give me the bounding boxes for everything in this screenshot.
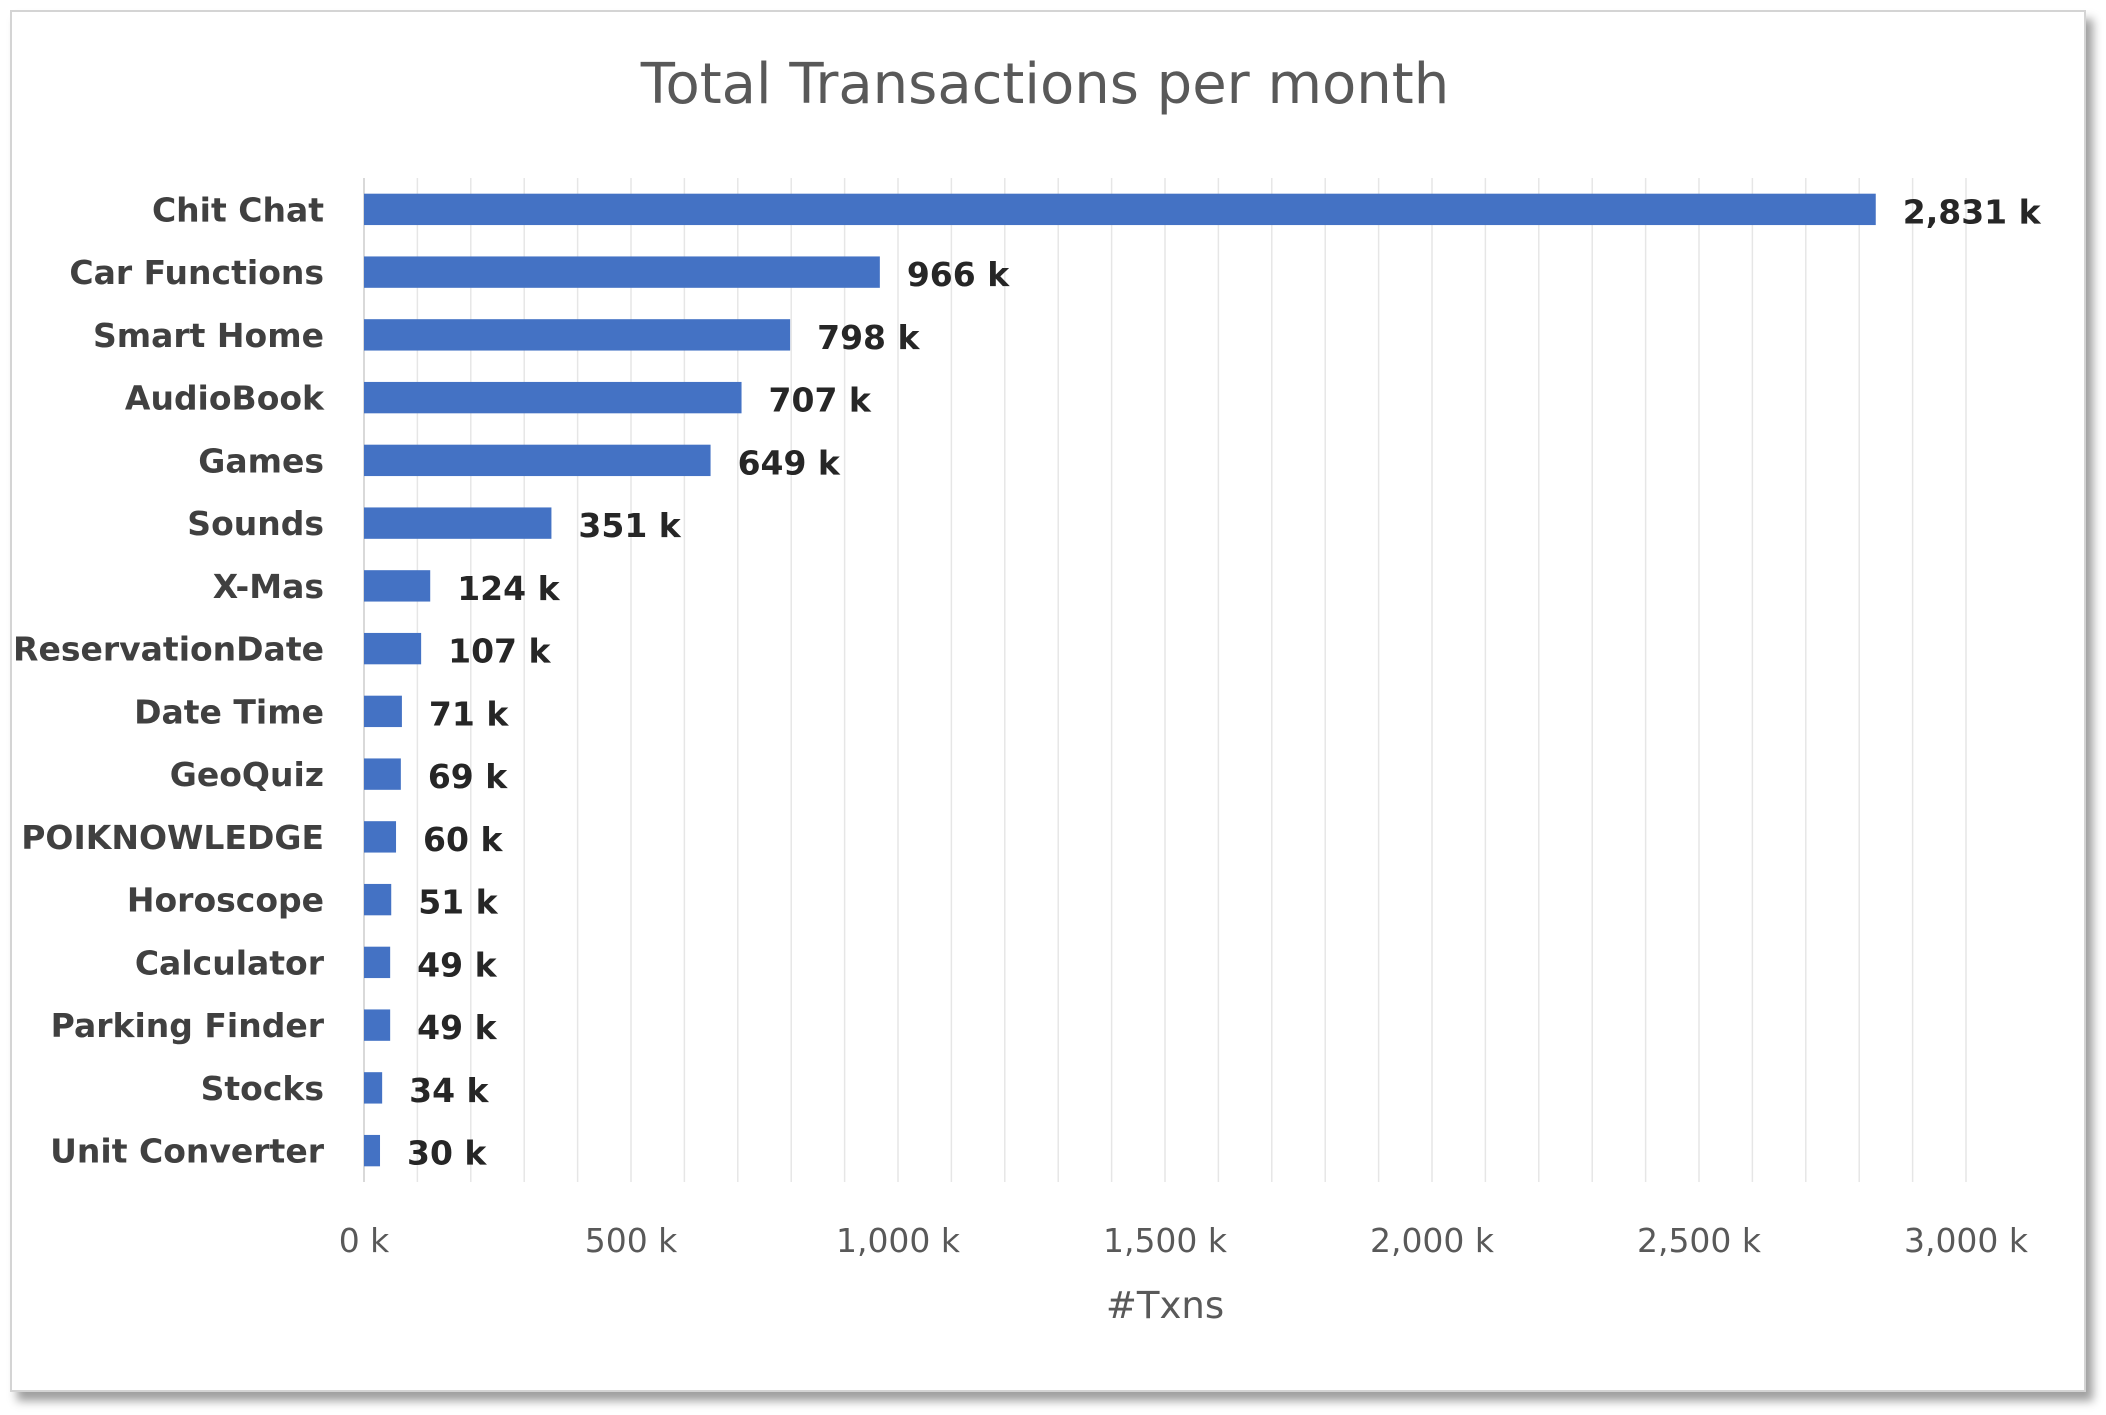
data-label: 69 k [428, 757, 508, 796]
gridlines [363, 178, 1967, 1182]
chart-title: Total Transactions per month [640, 52, 1450, 117]
x-axis-title: #Txns [1106, 1284, 1224, 1327]
category-label: GeoQuiz [170, 755, 324, 794]
data-label: 649 k [738, 443, 841, 482]
data-label: 34 k [409, 1071, 489, 1110]
category-label: Chit Chat [152, 190, 324, 229]
data-label: 71 k [429, 694, 509, 733]
bar [364, 632, 422, 665]
data-label: 2,831 k [1903, 192, 2042, 231]
bar [364, 507, 552, 539]
category-labels: Chit Chat Car Functions Smart Home AudioBoo… [13, 190, 325, 1170]
category-label: AudioBook [125, 379, 325, 418]
x-tick-label: 1,000 k [836, 1221, 961, 1260]
data-label: 351 k [578, 506, 681, 545]
data-label: 49 k [417, 1008, 497, 1047]
category-label: Sounds [187, 504, 324, 543]
bar [364, 256, 880, 288]
data-label: 124 k [457, 569, 560, 608]
chart-frame [10, 10, 2086, 1392]
bar [364, 381, 742, 414]
bar [364, 695, 402, 728]
bar [364, 758, 401, 790]
category-label: Car Functions [69, 253, 324, 292]
category-label: Smart Home [93, 316, 324, 355]
x-tick-label: 1,500 k [1103, 1221, 1228, 1260]
x-tick-label: 2,000 k [1370, 1221, 1495, 1260]
data-label: 707 k [769, 381, 872, 420]
category-label: X-Mas [213, 567, 324, 606]
data-label: 107 k [448, 632, 551, 671]
bar [364, 946, 391, 979]
bar [364, 570, 431, 602]
category-label: Unit Converter [50, 1132, 325, 1171]
bar [364, 444, 711, 477]
category-label: ReservationDate [13, 630, 324, 669]
x-tick-label: 2,500 k [1637, 1221, 1762, 1260]
category-label: Games [198, 441, 324, 480]
category-label: Horoscope [127, 881, 324, 920]
x-tick-label: 500 k [585, 1221, 678, 1260]
data-label: 60 k [423, 820, 503, 859]
category-label: Stocks [201, 1069, 324, 1108]
bars [364, 193, 1876, 1167]
bar [364, 1072, 383, 1104]
category-label: Date Time [134, 692, 324, 731]
category-label: Parking Finder [51, 1006, 325, 1045]
bar [364, 883, 392, 916]
x-tick-label: 3,000 k [1904, 1221, 2029, 1260]
bar [364, 319, 791, 351]
data-label: 51 k [418, 883, 498, 922]
category-label: Calculator [135, 943, 325, 982]
data-label: 798 k [817, 318, 920, 357]
bar [364, 193, 1876, 226]
data-labels: 2,831 k 966 k 798 k 707 k 649 k 351 k 124 k 107… [407, 192, 2042, 1172]
data-label: 30 k [407, 1134, 487, 1173]
data-label: 49 k [417, 945, 497, 984]
bar [364, 1009, 391, 1041]
bar [364, 821, 397, 853]
x-tick-labels: 0 k 500 k 1,000 k 1,500 k 2,000 k 2,500 k 3,00… [339, 1221, 2029, 1260]
category-label: POIKNOWLEDGE [21, 818, 324, 857]
bar [364, 1134, 381, 1167]
data-label: 966 k [907, 255, 1010, 294]
x-tick-label: 0 k [339, 1221, 390, 1260]
